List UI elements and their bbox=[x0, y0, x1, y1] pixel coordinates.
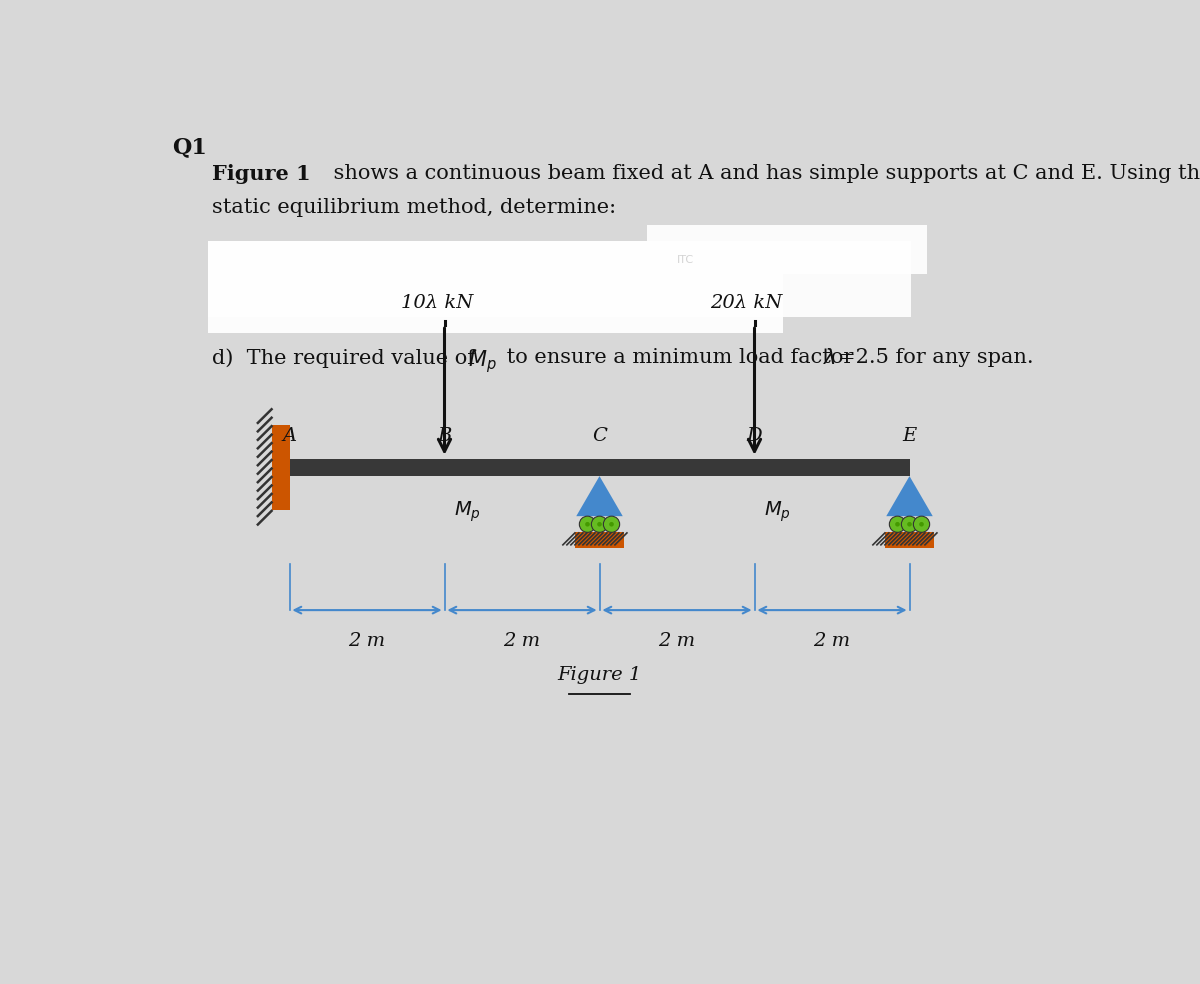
Text: $M_p$: $M_p$ bbox=[468, 348, 497, 375]
Circle shape bbox=[586, 522, 590, 526]
Circle shape bbox=[610, 522, 614, 526]
Circle shape bbox=[895, 522, 900, 526]
Text: B: B bbox=[437, 426, 451, 445]
Bar bbox=[208, 241, 911, 317]
Text: Figure 1: Figure 1 bbox=[212, 163, 311, 183]
Bar bbox=[289, 460, 910, 476]
Text: 2 m: 2 m bbox=[659, 632, 696, 649]
Circle shape bbox=[901, 517, 918, 532]
Text: $M_p$: $M_p$ bbox=[763, 500, 791, 524]
Circle shape bbox=[604, 517, 619, 532]
Text: A: A bbox=[282, 426, 296, 445]
Text: $M_p$: $M_p$ bbox=[454, 500, 481, 524]
Text: E: E bbox=[902, 426, 917, 445]
Polygon shape bbox=[887, 476, 932, 517]
Text: $\lambda$: $\lambda$ bbox=[823, 348, 836, 368]
Text: shows a continuous beam fixed at A and has simple supports at C and E. Using the: shows a continuous beam fixed at A and h… bbox=[326, 163, 1200, 182]
Text: 10λ kN: 10λ kN bbox=[401, 294, 473, 312]
Text: C: C bbox=[592, 426, 607, 445]
Circle shape bbox=[598, 522, 602, 526]
Circle shape bbox=[907, 522, 912, 526]
Text: ITC: ITC bbox=[677, 255, 694, 265]
Text: 2 m: 2 m bbox=[814, 632, 851, 649]
Circle shape bbox=[919, 522, 924, 526]
Text: =2.5 for any span.: =2.5 for any span. bbox=[839, 348, 1034, 367]
Polygon shape bbox=[576, 476, 623, 517]
Text: D: D bbox=[746, 426, 762, 445]
Text: Q1: Q1 bbox=[172, 137, 206, 158]
Text: static equilibrium method, determine:: static equilibrium method, determine: bbox=[212, 198, 616, 217]
Bar bbox=[886, 532, 934, 548]
Text: d)  The required value of: d) The required value of bbox=[212, 348, 481, 368]
Circle shape bbox=[913, 517, 930, 532]
Bar bbox=[576, 532, 624, 548]
Bar bbox=[272, 425, 289, 510]
Circle shape bbox=[889, 517, 906, 532]
Text: Figure 1: Figure 1 bbox=[557, 666, 642, 684]
Text: 2 m: 2 m bbox=[348, 632, 385, 649]
Text: 20λ kN: 20λ kN bbox=[710, 294, 782, 312]
Text: 2 m: 2 m bbox=[504, 632, 540, 649]
Circle shape bbox=[592, 517, 607, 532]
Bar bbox=[208, 241, 782, 333]
Text: to ensure a minimum load factor: to ensure a minimum load factor bbox=[500, 348, 860, 367]
Circle shape bbox=[580, 517, 595, 532]
Bar bbox=[647, 225, 926, 274]
